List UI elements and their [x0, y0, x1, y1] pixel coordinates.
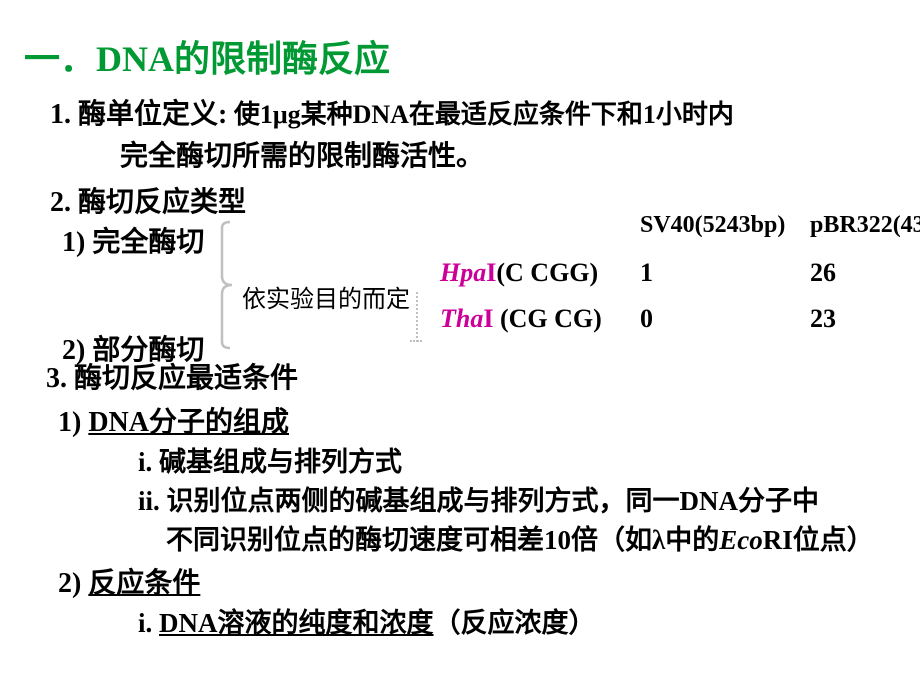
cond2-i: i. DNA溶液的纯度和浓度（反应浓度） [58, 601, 900, 640]
hpa-pbr322: 26 [810, 258, 880, 288]
partial-digestion: 2) 部分酶切 [62, 328, 204, 368]
table-header: SV40(5243bp)pBR322(4363bp) [440, 212, 920, 252]
cond2-i-tail: （反应浓度） [434, 608, 596, 638]
enzyme-tha-I: I [483, 304, 493, 333]
cond1-ii-line2: 不同识别位点的酶切速度可相差10倍（如λ中的EcoRI位点） [58, 518, 900, 557]
hpa-seq: (C CGG) [496, 258, 598, 287]
enzyme-table: SV40(5243bp)pBR322(4363bp) HpaI(C CGG)12… [440, 212, 920, 344]
depends-note: 依实验目的而定 [242, 279, 410, 314]
cond-2: 2) 反应条件 [58, 561, 900, 601]
cond1-i: i. 碱基组成与排列方式 [58, 440, 900, 479]
digestion-types-block: 1) 完全酶切 2) 部分酶切 依实验目的而定 SV40(5243bp)pBR3… [20, 220, 900, 350]
brace-icon [220, 220, 242, 350]
s1-definition-cont: 完全酶切所需的限制酶活性。 [20, 134, 900, 174]
table-row: HpaI(C CGG) 126 [440, 258, 920, 298]
eco-ri-tail: RI位点） [763, 525, 874, 555]
complete-digestion: 1) 完全酶切 [62, 220, 204, 260]
cond2-i-underline: DNA溶液的纯度和浓度 [159, 608, 434, 638]
slide-title: 一．DNA的限制酶反应 [20, 30, 900, 82]
s1-label: 1. 酶单位定义: [50, 99, 227, 130]
conditions-list: 1) DNA分子的组成 i. 碱基组成与排列方式 ii. 识别位点两侧的碱基组成… [20, 400, 900, 640]
cond-1: 1) DNA分子的组成 [58, 400, 900, 440]
dotted-connector-v [416, 292, 418, 342]
cond1-title: DNA分子的组成 [88, 407, 289, 438]
hpa-sv40: 1 [640, 258, 810, 288]
enzyme-hpa-I: I [486, 258, 496, 287]
dotted-connector-h [410, 340, 422, 342]
s1-definition: 使1μg某种DNA在最适反应条件下和1小时内 [227, 100, 734, 129]
tha-seq: (CG CG) [493, 304, 601, 333]
eco-italic: Eco [719, 525, 763, 555]
cond2-title: 反应条件 [88, 568, 200, 599]
cond1-num: 1) [58, 407, 88, 438]
cond1-ii-text: 不同识别位点的酶切速度可相差10倍（如λ中的 [166, 525, 719, 555]
enzyme-tha: Tha [440, 304, 483, 334]
enzyme-hpa: Hpa [440, 258, 486, 288]
cond2-num: 2) [58, 568, 88, 599]
col-pbr322: pBR322(4363bp) [810, 212, 920, 239]
table-row: ThaI (CG CG) 023 [440, 304, 920, 344]
tha-sv40: 0 [640, 304, 810, 334]
col-sv40: SV40(5243bp) [640, 212, 810, 239]
cond2-i-num: i. [138, 608, 159, 638]
tha-pbr322: 23 [810, 304, 880, 334]
cond1-ii-line1: ii. 识别位点两侧的碱基组成与排列方式，同一DNA分子中 [58, 479, 900, 518]
section-1: 1. 酶单位定义: 使1μg某种DNA在最适反应条件下和1小时内 [20, 92, 900, 132]
